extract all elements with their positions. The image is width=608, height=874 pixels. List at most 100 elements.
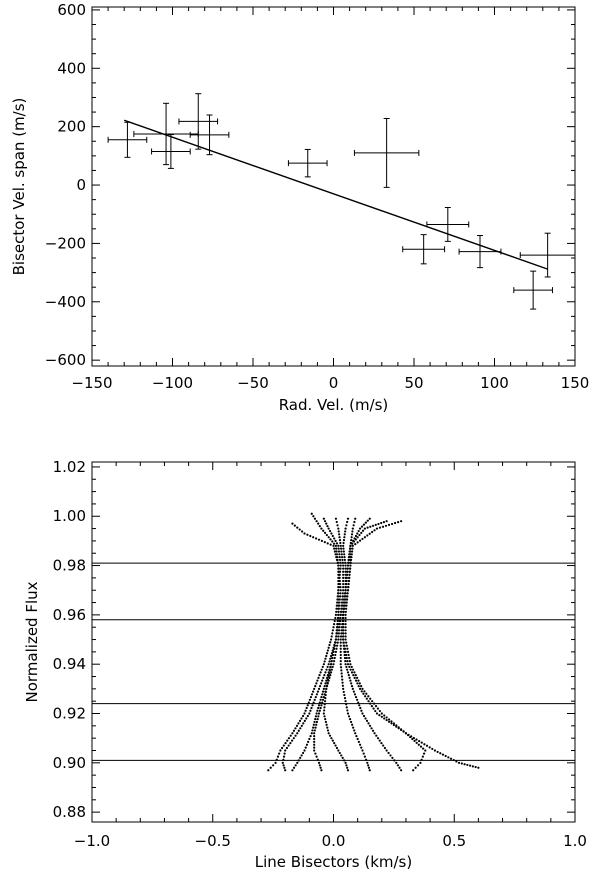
bisector-dot: [312, 701, 315, 704]
bisector-dot: [387, 718, 391, 721]
bisector-dot: [348, 718, 352, 721]
bisector-dot: [303, 532, 306, 535]
y-tick-label: 1.00: [53, 507, 86, 525]
bisector-dot: [344, 700, 347, 703]
bisector-dot: [349, 561, 352, 564]
bisector-dot: [368, 517, 371, 520]
bisector-dot: [365, 697, 368, 700]
bisector-dot: [326, 649, 329, 652]
bisector-dot: [313, 740, 316, 743]
bisector-dot: [310, 512, 313, 515]
bisector-dot: [337, 564, 340, 567]
bisector-dot: [313, 743, 316, 746]
bisector-dot: [328, 734, 332, 737]
bisector-dot: [289, 734, 292, 737]
bisector-dot: [342, 616, 345, 620]
bisector-dot: [358, 743, 362, 746]
data-point: [426, 207, 470, 242]
bisector-dot: [369, 697, 372, 700]
bisector-dot: [272, 764, 275, 767]
bisector-dot: [337, 567, 340, 570]
bisector-dot: [353, 676, 356, 679]
bisector-dot: [351, 542, 354, 545]
bisector-dot: [301, 714, 305, 718]
bisector-dot: [387, 751, 390, 755]
bisector-dot: [343, 536, 346, 539]
bisector-dot: [412, 769, 415, 772]
bisector-dot: [314, 695, 317, 699]
bisector-dot: [335, 558, 339, 562]
bisector-dot: [296, 526, 299, 529]
bisector-dot: [339, 613, 342, 616]
bisector-dot: [344, 564, 347, 567]
bisector-dot: [334, 653, 337, 657]
bisector-dot: [370, 705, 373, 708]
bisector-dot: [300, 754, 303, 757]
bisector-dot: [342, 641, 345, 644]
bisector-dot: [299, 756, 302, 759]
data-point: [178, 93, 219, 150]
bisector-dot: [337, 550, 341, 553]
bisector-dot: [306, 704, 309, 707]
bisector-dot: [357, 740, 360, 743]
bisector-dot: [382, 744, 385, 747]
bisector-dot: [347, 586, 350, 589]
panel-radial-velocity: −150 −100 −50 0 50 100 150 −600 −400 −200 0 200 400 6…: [10, 1, 589, 414]
bisector-dot: [321, 690, 325, 693]
bisector-dot: [328, 529, 332, 533]
bisector-dot: [378, 526, 382, 529]
bisector-dot: [374, 523, 377, 526]
bisector-dot: [333, 741, 336, 745]
bisector-dot: [342, 564, 345, 567]
bisector-dot: [325, 652, 329, 655]
bisector-dot: [335, 556, 338, 559]
bisector-dot: [332, 663, 335, 666]
bisector-dot: [357, 701, 360, 704]
bisector-dot: [337, 610, 340, 613]
bisector-dot: [329, 654, 333, 658]
bisector-dot: [340, 672, 343, 675]
bisector-dot: [315, 693, 318, 696]
bisector-dot: [375, 712, 379, 715]
bisector-dot: [387, 720, 391, 723]
bisector-dot: [348, 660, 351, 663]
y-tick-label: 0.88: [53, 803, 86, 821]
bisector-dot: [343, 647, 347, 650]
bisector-dot: [347, 715, 351, 718]
bisector-dot: [339, 650, 342, 653]
bisector-dot: [302, 722, 305, 725]
bisector-dot: [331, 665, 334, 669]
bisector-dot: [345, 573, 349, 576]
bisector-dot: [341, 684, 344, 687]
bisector-dot: [345, 579, 348, 583]
bisector-dot: [345, 764, 348, 767]
bisector-dot: [351, 544, 354, 547]
bisector-dot: [342, 576, 345, 579]
bisector-dot: [294, 764, 297, 767]
bisector-dot: [360, 746, 363, 749]
data-point: [189, 114, 230, 156]
plot-frame: [91, 6, 576, 367]
bisector-dot: [382, 521, 386, 524]
bisector-dot: [425, 744, 429, 747]
bisector-dot: [400, 728, 403, 732]
bisector-dot: [324, 720, 328, 724]
bisector-dot: [337, 623, 341, 626]
bisector-dot: [327, 663, 330, 666]
bisector-dot: [412, 736, 415, 740]
bisector-dot: [353, 671, 356, 674]
bisector-dot: [400, 520, 403, 523]
bisector-dot: [313, 749, 316, 752]
bisector-dot: [350, 553, 353, 556]
bisector-dot: [346, 650, 350, 653]
bisector-dot: [368, 532, 371, 535]
bisector-dot: [358, 533, 361, 537]
bisector-dot: [282, 744, 285, 747]
bisector-dot: [345, 656, 348, 660]
bisector-dot: [333, 644, 336, 647]
bisector-dot: [385, 718, 388, 722]
bisector-dot: [323, 709, 326, 712]
bisector-dot: [337, 635, 340, 638]
bisector-dot: [280, 746, 284, 750]
bisector-dot: [344, 561, 347, 564]
